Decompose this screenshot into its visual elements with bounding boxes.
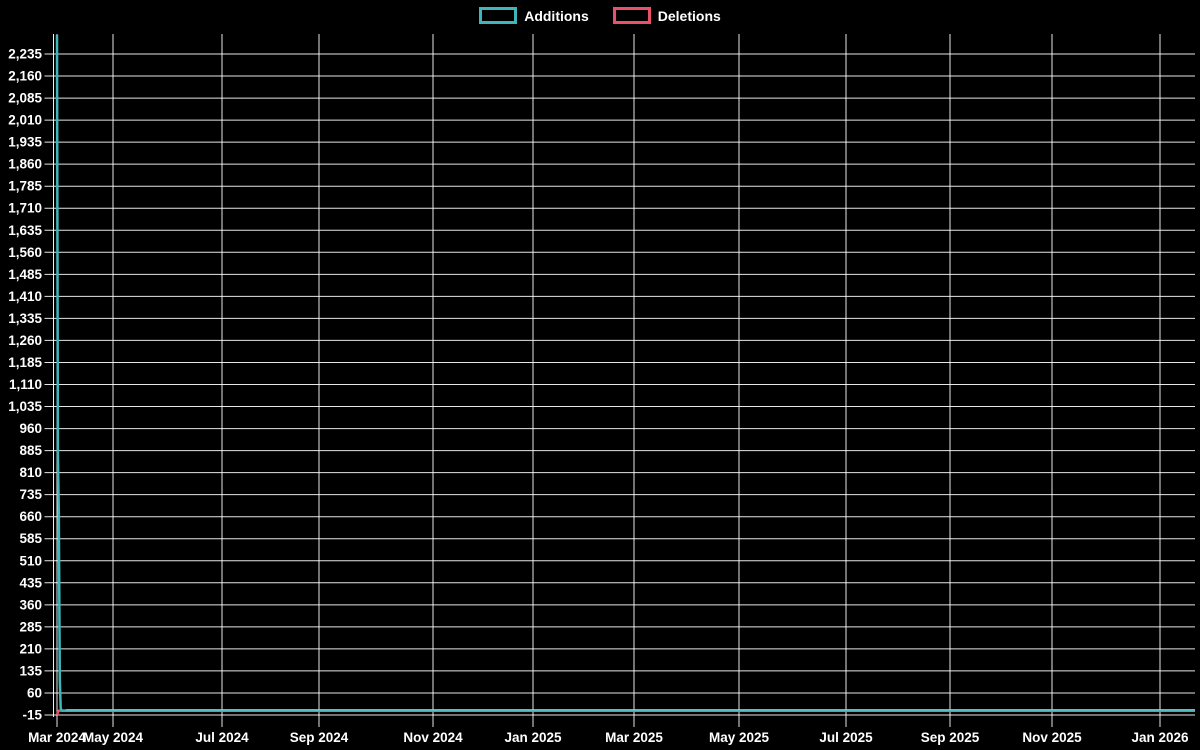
x-tick-label: May 2025 — [709, 730, 770, 745]
y-tick-label: 510 — [19, 553, 42, 568]
x-tick-label: Nov 2024 — [403, 730, 463, 745]
y-tick-label: 1,260 — [8, 333, 42, 348]
x-tick-label: Jul 2024 — [195, 730, 249, 745]
y-tick-label: 210 — [19, 641, 42, 656]
x-tick-label: Jul 2025 — [819, 730, 873, 745]
y-tick-label: 285 — [19, 619, 42, 634]
x-tick-label: Jan 2026 — [1131, 730, 1189, 745]
y-tick-label: 1,410 — [8, 289, 42, 304]
y-tick-label: 1,485 — [8, 267, 42, 282]
series-line-additions — [55, 34, 1195, 712]
y-tick-label: 1,860 — [8, 157, 42, 172]
y-tick-label: 960 — [19, 421, 42, 436]
x-tick-label: Sep 2024 — [290, 730, 349, 745]
y-tick-label: 2,010 — [8, 113, 42, 128]
y-tick-label: 1,935 — [8, 135, 42, 150]
y-tick-label: 2,085 — [8, 91, 42, 106]
y-tick-label: 1,185 — [8, 355, 42, 370]
chart-legend: Additions Deletions — [0, 7, 1200, 24]
y-tick-label: -15 — [22, 708, 42, 723]
y-tick-label: 135 — [19, 663, 42, 678]
x-tick-label: Jan 2025 — [504, 730, 562, 745]
y-tick-label: 2,160 — [8, 69, 42, 84]
y-tick-label: 1,710 — [8, 201, 42, 216]
additions-swatch-icon — [479, 7, 518, 24]
y-tick-label: 585 — [19, 531, 42, 546]
x-tick-label: Mar 2025 — [605, 730, 663, 745]
y-tick-label: 1,335 — [8, 311, 42, 326]
y-tick-label: 1,560 — [8, 245, 42, 260]
y-tick-label: 810 — [19, 465, 42, 480]
y-tick-label: 1,635 — [8, 223, 42, 238]
legend-item-additions[interactable]: Additions — [479, 7, 589, 24]
y-tick-label: 1,110 — [9, 377, 42, 392]
y-tick-label: 885 — [19, 443, 42, 458]
x-tick-label: May 2024 — [83, 730, 144, 745]
x-tick-label: Nov 2025 — [1022, 730, 1082, 745]
y-tick-label: 60 — [27, 685, 42, 700]
y-tick-label: 735 — [19, 487, 42, 502]
x-tick-label: Sep 2025 — [921, 730, 980, 745]
y-tick-label: 1,785 — [8, 179, 42, 194]
legend-label-deletions: Deletions — [657, 7, 721, 24]
x-tick-label: Mar 2024 — [28, 730, 86, 745]
deletions-swatch-icon — [612, 7, 651, 24]
y-tick-label: 360 — [19, 597, 42, 612]
legend-label-additions: Additions — [524, 7, 589, 24]
y-tick-label: 1,035 — [8, 399, 42, 414]
y-tick-label: 2,235 — [8, 47, 42, 62]
y-tick-label: 435 — [19, 575, 42, 590]
y-tick-label: 660 — [19, 509, 42, 524]
legend-item-deletions[interactable]: Deletions — [612, 7, 721, 24]
